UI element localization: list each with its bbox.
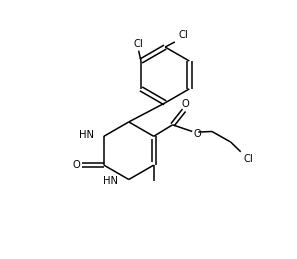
Text: HN: HN — [103, 176, 118, 186]
Text: O: O — [182, 99, 189, 109]
Text: Cl: Cl — [178, 30, 188, 40]
Text: Cl: Cl — [244, 154, 253, 164]
Text: HN: HN — [79, 130, 94, 140]
Text: O: O — [194, 129, 202, 139]
Text: O: O — [73, 160, 80, 170]
Text: Cl: Cl — [134, 39, 143, 49]
